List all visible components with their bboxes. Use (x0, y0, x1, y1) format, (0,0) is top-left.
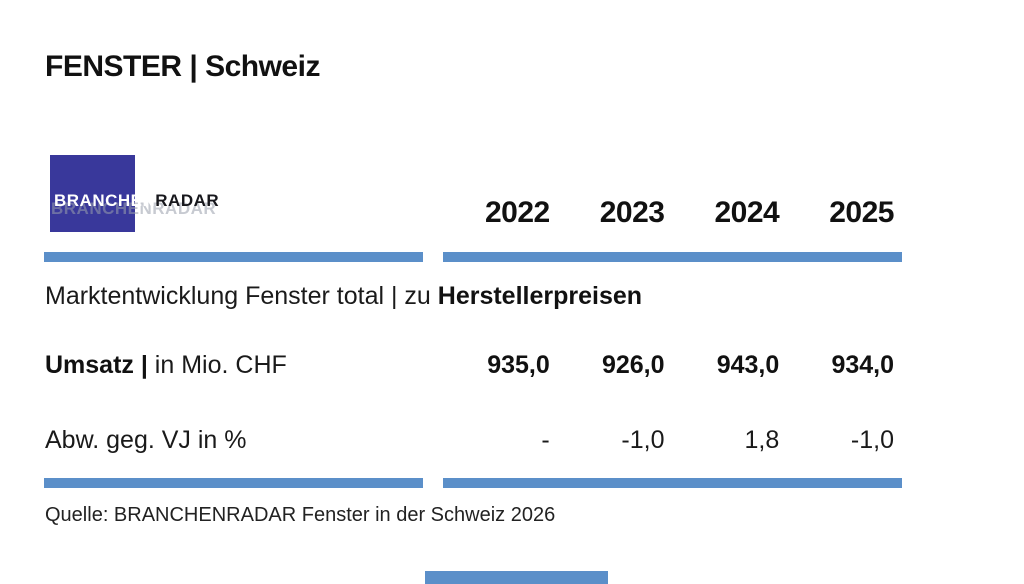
page-title: FENSTER | Schweiz (45, 50, 320, 83)
year-header: 2022 (485, 196, 550, 229)
section-title-emphasis: Herstellerpreisen (437, 282, 643, 310)
row-label-umsatz-rest: in Mio. CHF (147, 351, 287, 379)
divider-bar-bottom-left (44, 478, 423, 488)
table-cell: 934,0 (831, 351, 894, 379)
table-cell: 1,8 (744, 426, 780, 454)
logo-square (50, 155, 135, 232)
row-label-umsatz-bold: Umsatz | (45, 351, 148, 379)
branchenradar-logo: BRANCHENRADAR BRANCHENRADAR (50, 155, 290, 235)
section-title: Marktentwicklung Fenster total | zu Hers… (45, 282, 642, 311)
divider-bar-top-left (44, 252, 423, 262)
table-cell: 926,0 (601, 351, 665, 379)
row-label-abweichung: Abw. geg. VJ in % (45, 426, 247, 455)
abweichung-values-row: - -1,0 1,8 -1,0 (443, 426, 902, 455)
logo-ghost-text: BRANCHENRADAR (51, 199, 217, 218)
table-cell: 943,0 (716, 351, 780, 379)
year-header-row: 2022 2023 2024 2025 (443, 196, 902, 230)
source-note: Quelle: BRANCHENRADAR Fenster in der Sch… (45, 504, 556, 526)
footer-accent-bar (425, 571, 608, 584)
logo-wordmark-branchen: BRANCHEN (54, 191, 156, 210)
table-cell: -1,0 (621, 426, 665, 454)
logo-wordmark-radar: RADAR (155, 191, 220, 210)
divider-bar-top-right (443, 252, 902, 262)
year-header: 2024 (714, 196, 780, 229)
table-cell: -1,0 (850, 426, 894, 454)
year-header: 2023 (599, 196, 665, 229)
section-title-prefix: Marktentwicklung Fenster total | zu (45, 282, 438, 310)
row-label-umsatz: Umsatz | in Mio. CHF (45, 351, 287, 380)
divider-bar-bottom-right (443, 478, 902, 488)
table-cell: - (541, 426, 550, 454)
year-header: 2025 (829, 196, 894, 229)
row-label-abweichung-text: Abw. geg. VJ in % (45, 426, 247, 454)
umsatz-values-row: 935,0 926,0 943,0 934,0 (443, 351, 902, 380)
logo-wordmark: BRANCHENRADAR (54, 191, 219, 211)
table-cell: 935,0 (487, 351, 550, 379)
